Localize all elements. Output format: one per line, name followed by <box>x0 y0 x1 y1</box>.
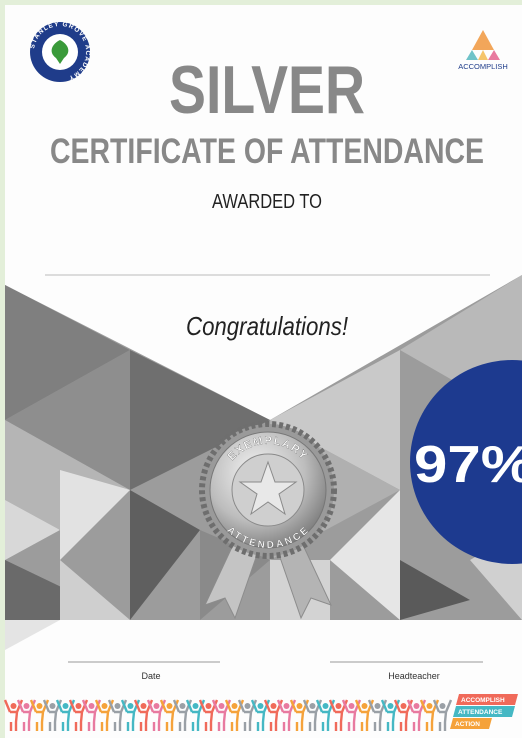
headteacher-label: Headteacher <box>388 671 440 681</box>
person-head <box>180 703 186 709</box>
person-head <box>323 703 329 709</box>
person-head <box>24 703 30 709</box>
person-head <box>414 703 420 709</box>
person-head <box>167 703 173 709</box>
person-head <box>206 703 212 709</box>
person-head <box>232 703 238 709</box>
person-head <box>401 703 407 709</box>
certificate: 97% STANLEY GROVE ACADEMY ACCOMPLISH SIL… <box>0 0 522 738</box>
person-head <box>141 703 147 709</box>
footer-logo-text: ACCOMPLISH <box>461 697 505 704</box>
date-label: Date <box>141 671 160 681</box>
person-head <box>427 703 433 709</box>
person-head <box>245 703 251 709</box>
person-head <box>76 703 82 709</box>
footer-logo-text: ACTION <box>455 721 480 728</box>
person-head <box>63 703 69 709</box>
person-head <box>258 703 264 709</box>
person-head <box>271 703 277 709</box>
footer-logo-text: ATTENDANCE <box>458 709 503 716</box>
person-head <box>219 703 225 709</box>
person-head <box>310 703 316 709</box>
person-head <box>102 703 108 709</box>
person-head <box>388 703 394 709</box>
person-head <box>89 703 95 709</box>
person-head <box>154 703 160 709</box>
title: SILVER <box>169 52 365 128</box>
trust-name: ACCOMPLISH <box>458 62 508 71</box>
person-head <box>375 703 381 709</box>
message: Congratulations! <box>186 311 348 341</box>
person-head <box>193 703 199 709</box>
subtitle: CERTIFICATE OF ATTENDANCE <box>50 132 484 171</box>
person-head <box>11 703 17 709</box>
person-head <box>297 703 303 709</box>
person-head <box>128 703 134 709</box>
person-head <box>37 703 43 709</box>
person-head <box>336 703 342 709</box>
person-head <box>349 703 355 709</box>
person-head <box>284 703 290 709</box>
person-head <box>115 703 121 709</box>
percentage: 97% <box>414 436 522 494</box>
person-head <box>362 703 368 709</box>
awarded-to: AWARDED TO <box>212 191 322 213</box>
person-head <box>50 703 56 709</box>
person-head <box>440 703 446 709</box>
